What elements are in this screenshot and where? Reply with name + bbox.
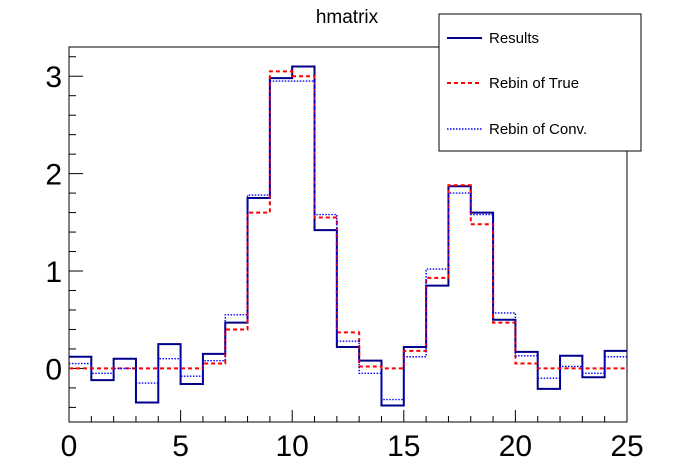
y-tick-label: 1 — [45, 256, 62, 289]
chart-title: hmatrix — [316, 7, 379, 28]
series-layer — [69, 65, 627, 407]
y-tick-label: 3 — [45, 61, 62, 94]
x-tick-label: 25 — [610, 430, 643, 463]
series-line-2 — [69, 80, 627, 401]
legend-label-0: Results — [489, 30, 539, 47]
x-axis: 0 5 10 15 20 25 — [61, 410, 644, 463]
x-tick-label: 20 — [499, 430, 532, 463]
legend-label-1: Rebin of True — [489, 75, 579, 92]
y-tick-label: 0 — [45, 353, 62, 386]
x-tick-label: 5 — [172, 430, 189, 463]
y-tick-label: 2 — [45, 159, 62, 192]
plot-frame — [68, 46, 628, 423]
y-axis: 0 1 2 3 — [45, 56, 83, 408]
series-line-0 — [69, 65, 627, 407]
legend-box — [438, 13, 642, 152]
x-tick-label: 15 — [387, 430, 420, 463]
legend-label-2: Rebin of Conv. — [489, 121, 587, 138]
x-tick-label: 10 — [276, 430, 309, 463]
legend: Results Rebin of True Rebin of Conv. — [438, 13, 642, 152]
x-tick-label: 0 — [61, 430, 78, 463]
